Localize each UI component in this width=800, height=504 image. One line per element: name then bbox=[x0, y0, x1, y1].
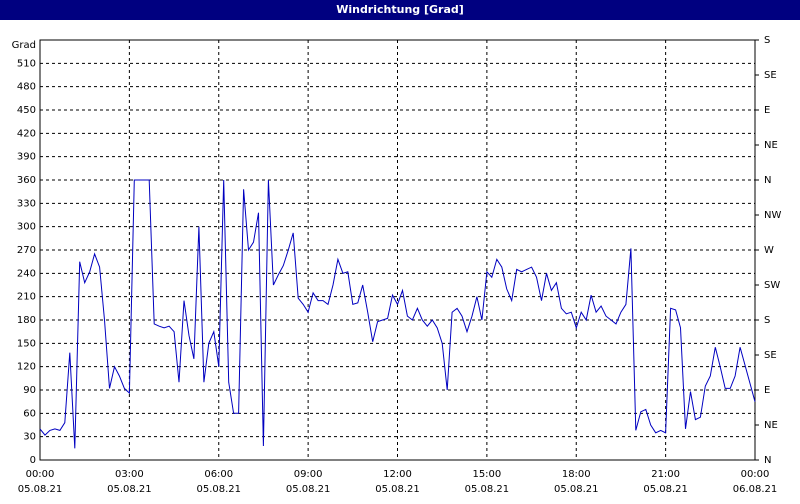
y2-tick-label: W bbox=[764, 245, 774, 256]
y2-tick-label: SE bbox=[764, 350, 777, 361]
y2-tick-label: S bbox=[764, 35, 770, 46]
x-tick-label: 09:00 bbox=[294, 469, 323, 480]
y2-tick-label: E bbox=[764, 385, 770, 396]
y-tick-label: 240 bbox=[17, 268, 36, 279]
x-tick-date: 06.08.21 bbox=[733, 484, 778, 495]
x-tick-date: 05.08.21 bbox=[196, 484, 241, 495]
y-tick-label: 510 bbox=[17, 58, 36, 69]
y-tick-label: 450 bbox=[17, 105, 36, 116]
y-tick-label: 90 bbox=[23, 385, 36, 396]
x-tick-date: 05.08.21 bbox=[643, 484, 688, 495]
x-tick-label: 18:00 bbox=[562, 469, 591, 480]
x-tick-date: 05.08.21 bbox=[18, 484, 63, 495]
chart-title: Windrichtung [Grad] bbox=[336, 3, 464, 16]
y-tick-label: 60 bbox=[23, 408, 36, 419]
y-tick-label: 0 bbox=[30, 455, 36, 466]
x-tick-date: 05.08.21 bbox=[286, 484, 331, 495]
y-tick-label: 180 bbox=[17, 315, 36, 326]
x-tick-label: 00:00 bbox=[741, 469, 770, 480]
y-tick-label: 420 bbox=[17, 128, 36, 139]
x-tick-label: 00:00 bbox=[26, 469, 55, 480]
x-tick-label: 06:00 bbox=[204, 469, 233, 480]
data-line bbox=[39, 179, 756, 449]
y-axis-label: Grad bbox=[12, 40, 36, 51]
y2-tick-label: NW bbox=[764, 210, 781, 221]
y-tick-label: 300 bbox=[17, 222, 36, 233]
y-tick-label: 480 bbox=[17, 82, 36, 93]
x-tick-date: 05.08.21 bbox=[107, 484, 152, 495]
y-tick-label: 150 bbox=[17, 338, 36, 349]
x-tick-label: 21:00 bbox=[651, 469, 680, 480]
y-tick-label: 30 bbox=[23, 432, 36, 443]
y2-tick-label: S bbox=[764, 315, 770, 326]
y-tick-label: 210 bbox=[17, 292, 36, 303]
y2-tick-label: SE bbox=[764, 70, 777, 81]
x-tick-label: 03:00 bbox=[115, 469, 144, 480]
y-tick-label: 390 bbox=[17, 152, 36, 163]
y2-tick-label: E bbox=[764, 105, 770, 116]
y-tick-label: 120 bbox=[17, 362, 36, 373]
y2-tick-label: N bbox=[764, 455, 771, 466]
y-tick-label: 330 bbox=[17, 198, 36, 209]
x-tick-date: 05.08.21 bbox=[465, 484, 510, 495]
y-tick-label: 360 bbox=[17, 175, 36, 186]
x-tick-date: 05.08.21 bbox=[554, 484, 599, 495]
y2-tick-label: N bbox=[764, 175, 771, 186]
x-tick-date: 05.08.21 bbox=[375, 484, 420, 495]
x-tick-label: 12:00 bbox=[383, 469, 412, 480]
y2-tick-label: NE bbox=[764, 420, 778, 431]
y-tick-label: 270 bbox=[17, 245, 36, 256]
y2-tick-label: NE bbox=[764, 140, 778, 151]
x-tick-label: 15:00 bbox=[472, 469, 501, 480]
y2-tick-label: SW bbox=[764, 280, 780, 291]
title-bar bbox=[0, 0, 800, 20]
